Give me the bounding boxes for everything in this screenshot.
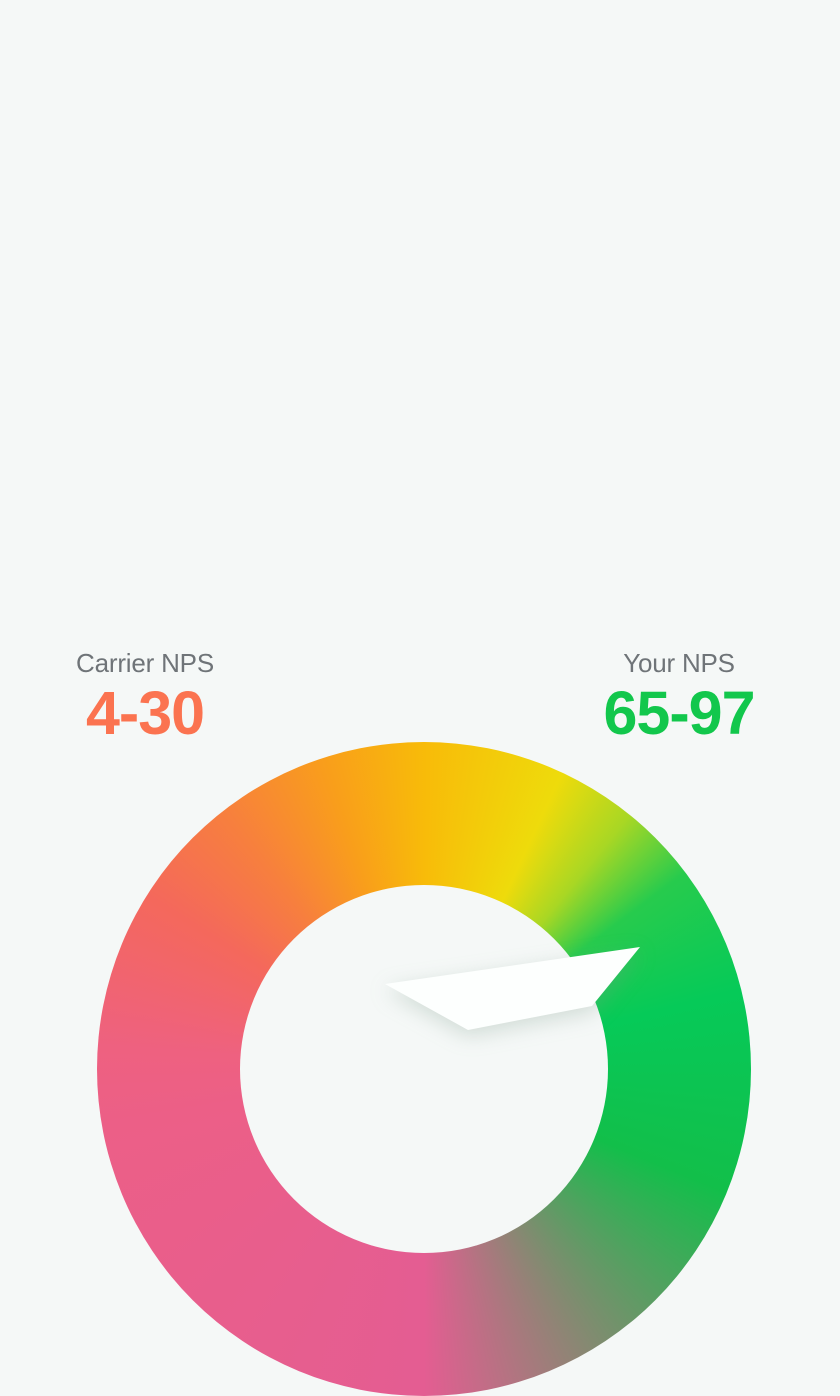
your-nps-value: 65-97: [603, 678, 755, 747]
your-nps-label: Your NPS: [623, 648, 735, 678]
gauge-gradient-ring: [97, 742, 751, 1396]
carrier-nps-value: 4-30: [85, 678, 205, 747]
nps-gauge: [97, 742, 751, 1396]
carrier-nps-label: Carrier NPS: [76, 648, 214, 678]
your-nps-stat: Your NPS 65-97: [569, 649, 789, 744]
carrier-nps-stat: Carrier NPS 4-30: [35, 649, 255, 744]
gauge-inner-hole: [240, 885, 608, 1253]
